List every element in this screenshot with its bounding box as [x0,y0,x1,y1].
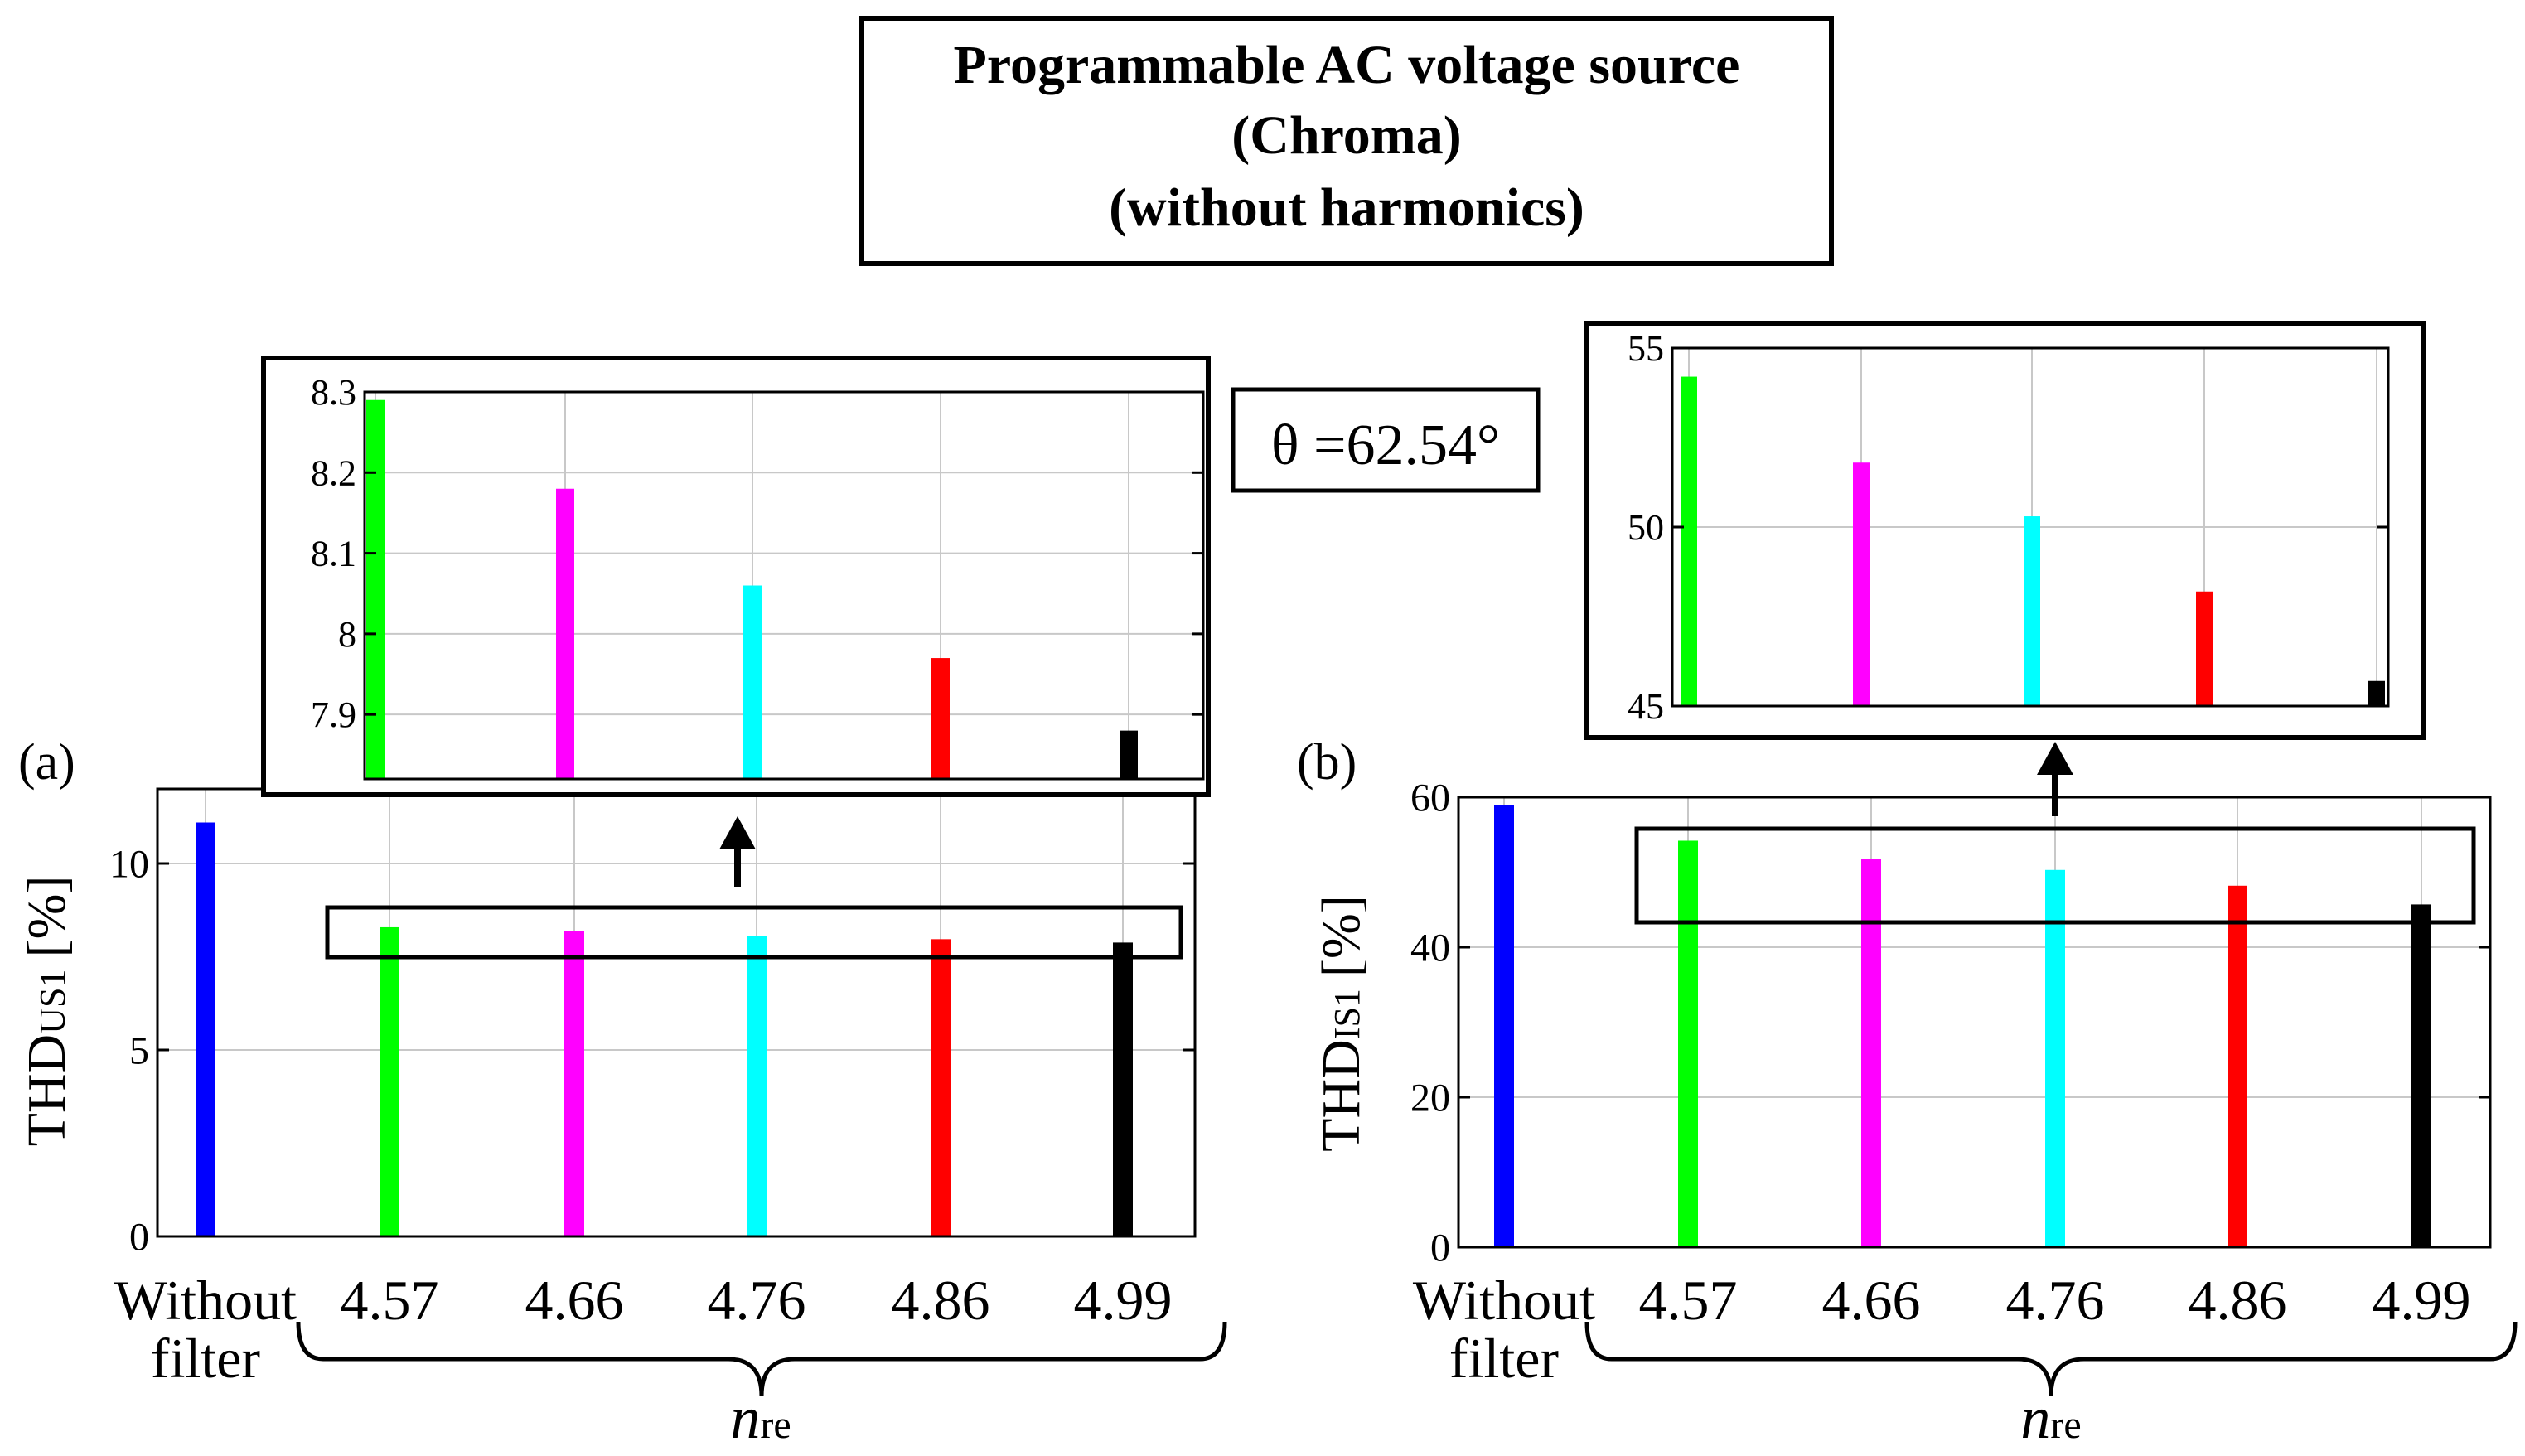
panel-b-inset-ytick-label-0: 45 [1628,686,1664,727]
panel-a-ylabel-sub: US1 [32,970,73,1034]
panel-a-ylabel-unit: [%] [17,876,77,958]
panel-a-xtick-label-0-0: Without [114,1269,297,1332]
panel-a-bar-4 [931,939,951,1236]
header-line-1: Programmable AC voltage source [954,35,1740,95]
panel-a-xtick-label-3: 4.76 [708,1269,806,1332]
panel-a-inset-bar-4 [1120,730,1138,779]
panel-a-xtick-label-5: 4.99 [1074,1269,1173,1332]
panel-b-bar-0 [1494,805,1514,1247]
header-box [859,16,1834,266]
panel-b-ylabel: THDIS1 [%] [1311,895,1371,1152]
panel-b-group-subscript: re [2050,1403,2081,1447]
panel-b-ytick-label-2: 40 [1410,926,1450,970]
panel-b-ytick-label-0: 0 [1430,1226,1450,1270]
header-line-3: (without harmonics) [1109,177,1584,238]
panel-b-group-symbol: n [2020,1385,2050,1451]
panel-a-inset-ytick-label-0: 7.9 [311,694,356,735]
panel-a-inset-bar-3 [931,658,950,779]
theta-box [1231,387,1541,493]
header-line-2: (Chroma) [1231,105,1461,166]
panel-b-xtick-label-2: 4.66 [1822,1269,1921,1332]
panel-a-inset-ytick-label-1: 8 [338,614,356,655]
panel-a-group-label: nre [730,1385,791,1451]
panel-a-xtick-label-4: 4.86 [892,1269,990,1332]
panel-a-group-symbol: n [730,1385,760,1451]
panel-b-group-brace [1584,1321,2518,1397]
panel-a-inset-border [261,356,1211,797]
panel-a-bar-0 [196,822,215,1236]
panel-b-bar-2 [1861,859,1881,1247]
panel-a-inset-ytick-label-4: 8.3 [311,372,356,413]
panel-a-bar-2 [564,931,584,1236]
panel-a-inset-bar-1 [556,488,574,779]
panel-a-ylabel-main: THD [17,1034,77,1147]
panel-b-xtick-label-0-0: Without [1413,1269,1595,1332]
panel-a-xtick-label-2: 4.66 [525,1269,624,1332]
panel-a-xtick-label-1: 4.57 [341,1269,439,1332]
panel-b-brace-path [1584,1321,2518,1397]
panel-b-xtick-label-3: 4.76 [2006,1269,2105,1332]
theta-annotation: θ =62.54° [1231,387,1541,493]
panel-a-bar-5 [1113,942,1133,1236]
panel-a-ytick-label-0: 0 [129,1215,149,1259]
panel-a-inset-bar-0 [366,399,385,779]
panel-b-bar-3 [2045,869,2065,1247]
panel-b-label: (b) [1297,734,1357,791]
header: Programmable AC voltage source (Chroma) … [859,16,1834,266]
panel-a-inset-axes-frame [363,390,1205,781]
panel-b-xtick-label-1: 4.57 [1639,1269,1738,1332]
panel-b-inset-ytick-label-2: 55 [1628,328,1664,369]
panel-b-inset-bar-4 [2368,680,2385,706]
panel-a-bar-1 [380,926,399,1236]
panel-b-xtick-label-4: 4.86 [2189,1269,2287,1332]
panel-b-ylabel-main: THD [1311,1039,1371,1152]
panel-b-inset-bar-0 [1681,376,1697,706]
panel-a-ylabel: THDUS1 [%] [17,876,77,1147]
panel-b-bar-4 [2228,885,2247,1247]
panel-a-inset-bar-2 [743,585,762,779]
panel-b-inset-bar-3 [2196,591,2213,706]
panel-a-inset-plot: 7.9 8 8.1 8.2 8.3 [261,356,1211,797]
panel-b-ytick-label-1: 20 [1410,1076,1450,1120]
panel-b-highlight-box [1634,826,2476,925]
panel-b-inset-bar-2 [2024,516,2040,706]
theta-label: θ =62.54° [1271,414,1500,477]
panel-a-inset-ytick-label-3: 8.2 [311,452,356,493]
panel-b-xtick-label-5: 4.99 [2373,1269,2471,1332]
panel-b-axes-frame [1457,796,2492,1249]
panel-a-label: (a) [18,734,75,791]
panel-a-arrow-head [719,816,756,849]
panel-b-bar-5 [2411,904,2431,1247]
panel-a-brace-path [296,1321,1227,1397]
panel-a-ytick-label-1: 5 [129,1028,149,1072]
panel-a-xtick-label-0-1: filter [151,1327,261,1390]
panel-b-group-label: nre [2020,1385,2081,1451]
panel-a-bar-3 [747,936,767,1236]
panel-b-inset-border [1584,321,2426,740]
panel-b-xtick-label-0-1: filter [1449,1327,1560,1390]
panel-a-group-brace [296,1321,1227,1397]
panel-a-group-subscript: re [760,1403,791,1447]
panel-a-ytick-label-2: 10 [109,842,149,886]
panel-b-arrow-head [2037,742,2073,775]
panel-b-bar-1 [1678,840,1698,1247]
panel-b-inset-bar-1 [1853,462,1870,706]
panel-b-ytick-label-3: 60 [1410,776,1450,820]
panel-b-inset-plot: 45 50 55 [1584,321,2426,740]
panel-a-highlight-box [325,905,1183,960]
panel-b-ylabel-sub: IS1 [1327,989,1367,1039]
panel-b-ylabel-unit: [%] [1311,895,1371,977]
panel-a-axes-frame [156,787,1197,1238]
panel-b-inset-ytick-label-1: 50 [1628,507,1664,548]
panel-a-inset-ytick-label-2: 8.1 [311,534,356,574]
